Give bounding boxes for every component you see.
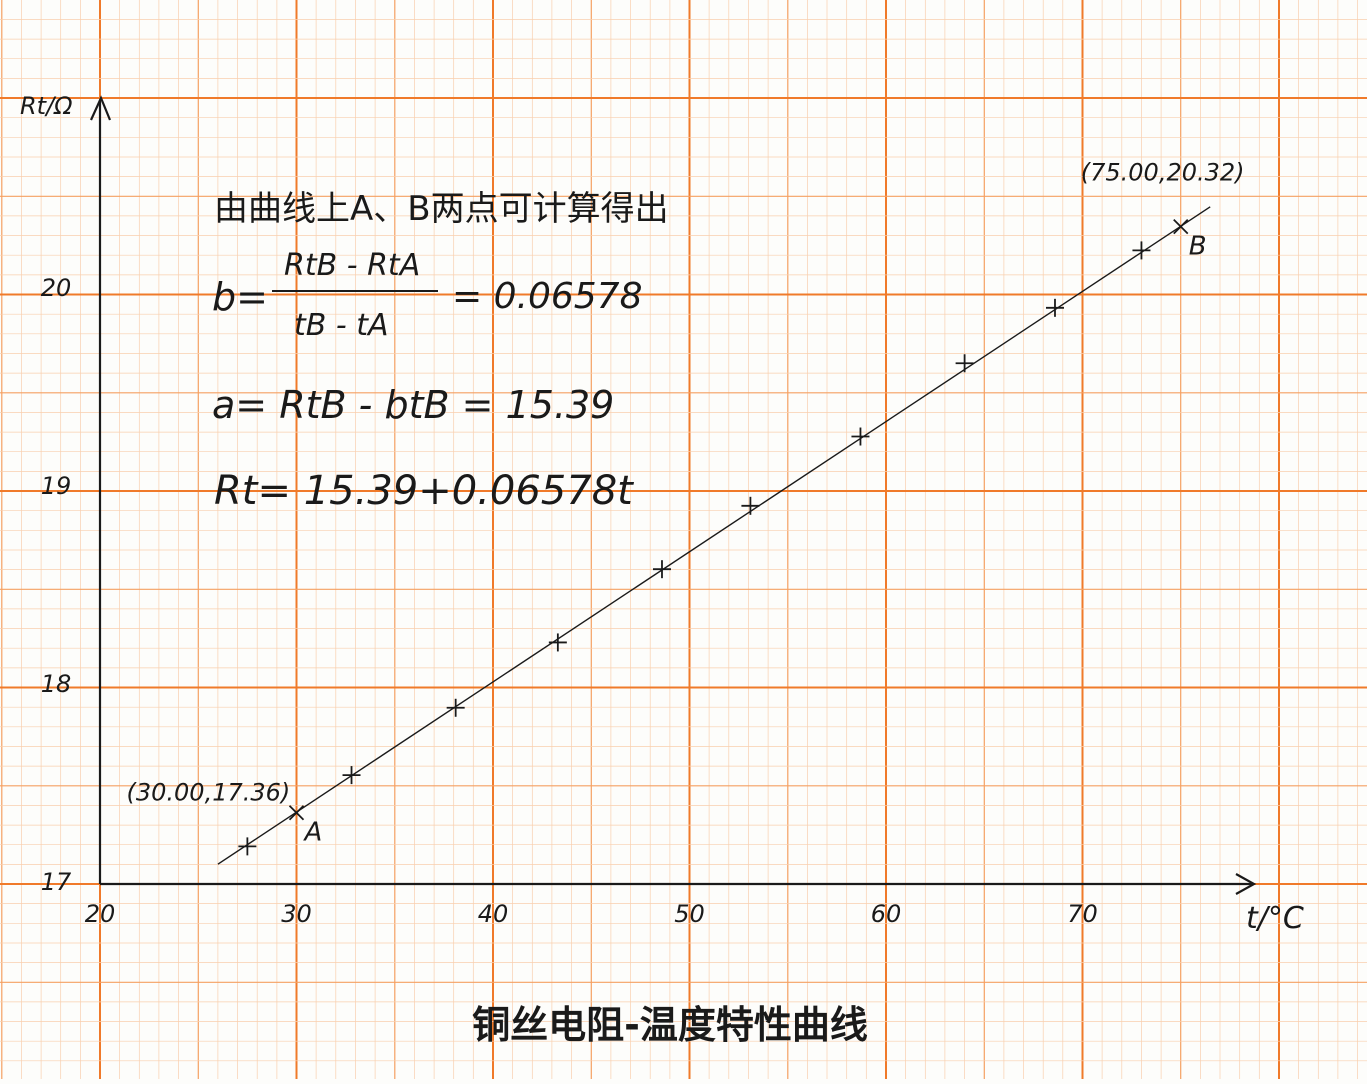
y-axis-arrow [89, 95, 112, 121]
data-point [342, 766, 361, 785]
fit-line-layer [217, 206, 1211, 865]
data-point [851, 427, 870, 446]
chart-title: 铜丝电阻-温度特性曲线 [472, 1003, 868, 1047]
axes [89, 95, 1257, 895]
y-tick-label: 19 [41, 472, 72, 500]
point-label: A [303, 818, 323, 848]
y-axis-label: Rt/Ω [20, 92, 73, 120]
point-label: B [1189, 232, 1207, 262]
b-numerator: RtB - RtA [284, 248, 420, 283]
marked-point-a: A (30.00,17.36) [127, 779, 323, 848]
x-axis-label: t/°C [1246, 901, 1304, 936]
coord-label: (30.00,17.36) [127, 779, 291, 807]
data-points [238, 241, 1151, 856]
x-tick-label: 60 [871, 900, 902, 928]
data-point [238, 837, 257, 856]
rt-formula: Rt= 15.39+0.06578t [214, 468, 634, 514]
b-lhs: b= [212, 275, 268, 319]
x-tick-label: 30 [281, 900, 312, 928]
x-axis-arrow [1235, 873, 1257, 895]
data-point [955, 354, 974, 373]
x-tick-label: 20 [85, 900, 116, 928]
data-point [741, 496, 760, 515]
data-point [1045, 298, 1064, 317]
marked-point-b: B (75.00,20.32) [1081, 159, 1245, 262]
formula-block: 由曲线上A、B两点可计算得出 b= RtB - RtA tB - tA = 0.… [212, 189, 669, 514]
y-tick-label: 17 [41, 868, 72, 896]
b-result: = 0.06578 [452, 276, 642, 317]
b-denominator: tB - tA [294, 308, 389, 343]
fit-line [217, 206, 1211, 865]
data-point [1132, 241, 1151, 260]
y-tick-label: 20 [41, 274, 72, 302]
intro-text: 由曲线上A、B两点可计算得出 [214, 189, 669, 229]
data-point [446, 698, 465, 717]
data-point [652, 560, 671, 579]
marked-points: A (30.00,17.36) B (75.00,20.32) [127, 159, 1245, 848]
tick-labels: 20 30 40 50 60 70 17 18 19 20 [41, 274, 1098, 928]
x-tick-label: 50 [674, 900, 705, 928]
y-tick-label: 18 [41, 670, 72, 698]
x-tick-label: 40 [478, 900, 509, 928]
data-point [548, 633, 567, 652]
a-formula: a= RtB - btB = 15.39 [212, 383, 614, 427]
coord-label: (75.00,20.32) [1081, 159, 1245, 187]
x-tick-label: 70 [1067, 900, 1098, 928]
